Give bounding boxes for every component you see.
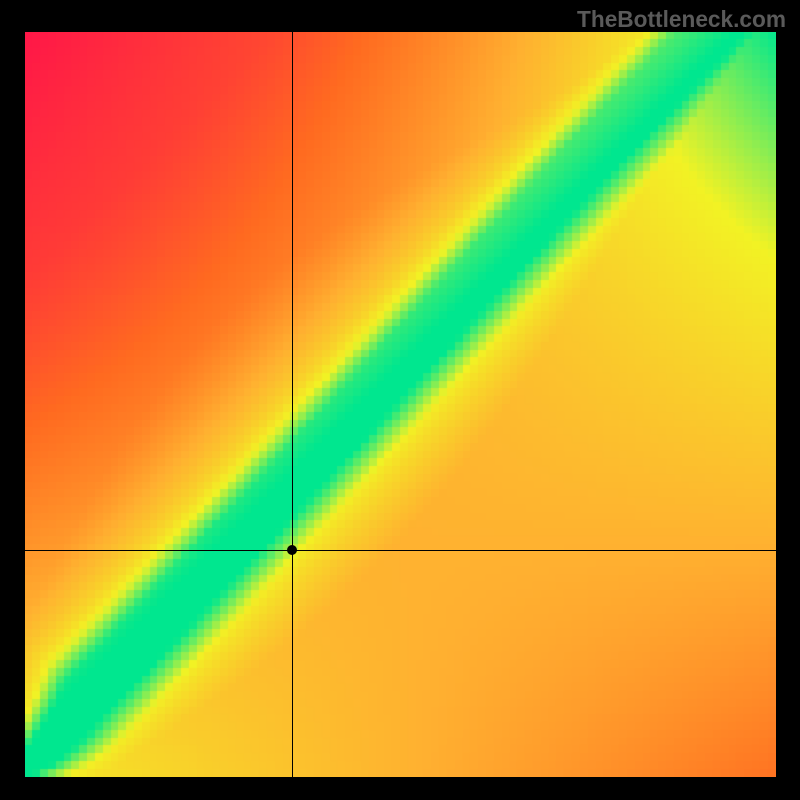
heatmap-plot-area — [25, 32, 776, 777]
chart-container: TheBottleneck.com — [0, 0, 800, 800]
crosshair-marker-dot — [287, 545, 297, 555]
crosshair-vertical-line — [292, 32, 293, 777]
watermark-text: TheBottleneck.com — [577, 6, 786, 33]
heatmap-canvas — [25, 32, 776, 777]
crosshair-horizontal-line — [25, 550, 776, 551]
